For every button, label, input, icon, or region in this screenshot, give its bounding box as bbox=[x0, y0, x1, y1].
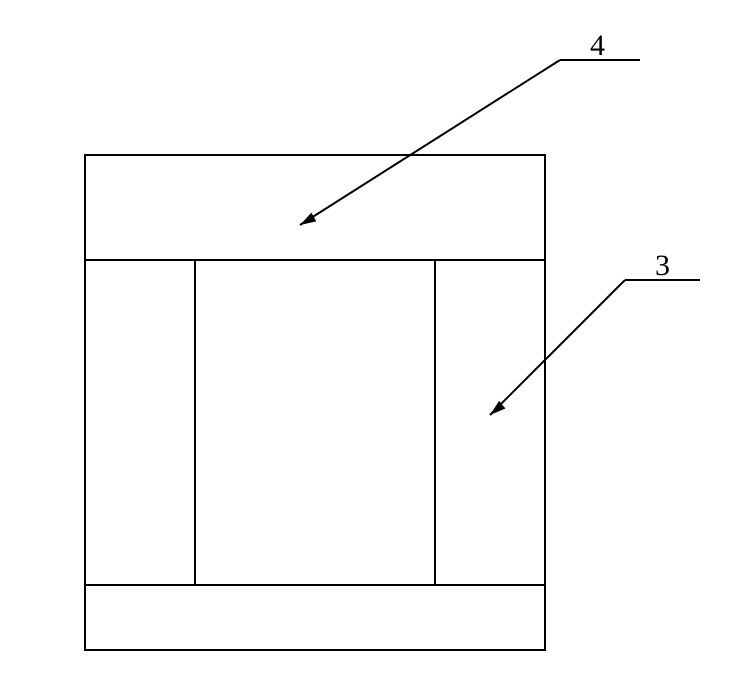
label-4-arrowhead-icon bbox=[300, 213, 316, 225]
label-4-leader bbox=[300, 60, 560, 225]
label-3-text: 3 bbox=[655, 249, 670, 282]
label-3-leader bbox=[490, 280, 625, 415]
outer-rect bbox=[85, 155, 545, 650]
label-4-text: 4 bbox=[590, 29, 605, 62]
